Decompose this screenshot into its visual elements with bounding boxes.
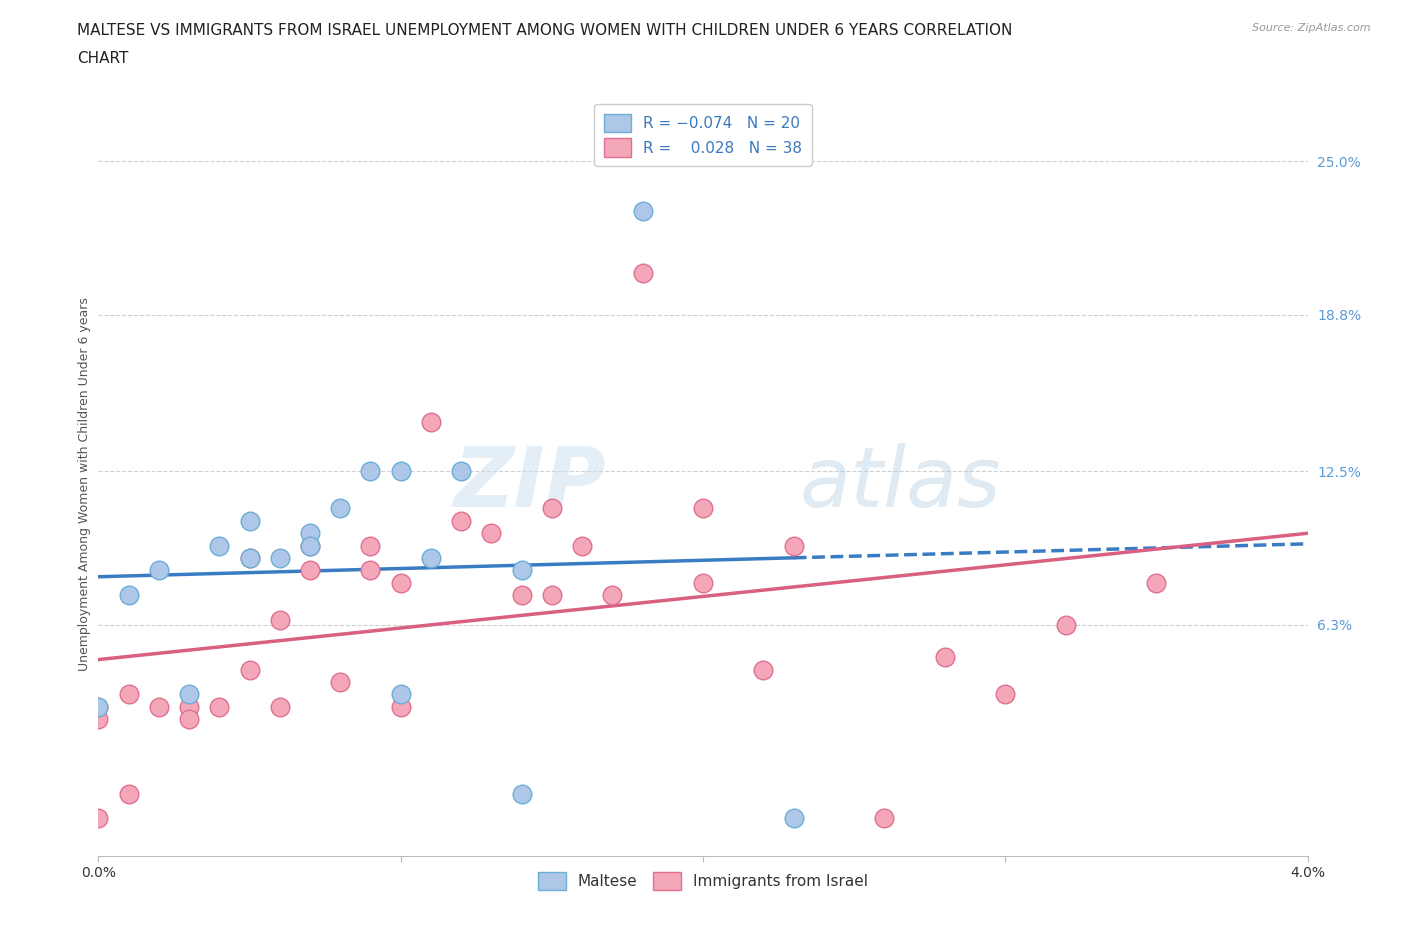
Point: [481, 525, 503, 540]
Point: [360, 538, 382, 553]
Point: [631, 265, 654, 280]
Point: [360, 563, 382, 578]
Point: [179, 687, 201, 702]
Point: [87, 699, 110, 714]
Point: [571, 538, 593, 553]
Point: [118, 588, 141, 603]
Point: [118, 786, 141, 801]
Point: [873, 811, 896, 826]
Text: atlas: atlas: [800, 443, 1001, 525]
Text: Source: ZipAtlas.com: Source: ZipAtlas.com: [1253, 23, 1371, 33]
Point: [389, 576, 412, 591]
Point: [239, 513, 262, 528]
Point: [148, 563, 170, 578]
Point: [239, 551, 262, 565]
Point: [239, 662, 262, 677]
Point: [269, 551, 291, 565]
Point: [752, 662, 775, 677]
Point: [329, 674, 352, 689]
Point: [602, 588, 624, 603]
Point: [540, 501, 562, 516]
Point: [510, 588, 533, 603]
Point: [631, 204, 654, 219]
Point: [360, 464, 382, 479]
Point: [269, 613, 291, 628]
Point: [692, 501, 714, 516]
Point: [1054, 618, 1077, 632]
Point: [208, 538, 231, 553]
Point: [118, 687, 141, 702]
Text: MALTESE VS IMMIGRANTS FROM ISRAEL UNEMPLOYMENT AMONG WOMEN WITH CHILDREN UNDER 6: MALTESE VS IMMIGRANTS FROM ISRAEL UNEMPL…: [77, 23, 1012, 38]
Point: [1146, 576, 1168, 591]
Point: [299, 538, 322, 553]
Point: [148, 699, 170, 714]
Point: [450, 464, 472, 479]
Point: [540, 588, 562, 603]
Point: [269, 699, 291, 714]
Point: [87, 699, 110, 714]
Point: [510, 786, 533, 801]
Point: [994, 687, 1017, 702]
Point: [934, 650, 956, 665]
Point: [782, 538, 804, 553]
Point: [87, 711, 110, 726]
Point: [87, 811, 110, 826]
Point: [782, 811, 804, 826]
Point: [239, 551, 262, 565]
Point: [329, 501, 352, 516]
Point: [389, 699, 412, 714]
Text: CHART: CHART: [77, 51, 129, 66]
Legend: Maltese, Immigrants from Israel: Maltese, Immigrants from Israel: [531, 866, 875, 897]
Point: [420, 414, 443, 429]
Point: [208, 699, 231, 714]
Point: [389, 687, 412, 702]
Point: [510, 563, 533, 578]
Text: ZIP: ZIP: [454, 443, 606, 525]
Point: [450, 513, 472, 528]
Point: [299, 563, 322, 578]
Point: [179, 699, 201, 714]
Point: [299, 538, 322, 553]
Y-axis label: Unemployment Among Women with Children Under 6 years: Unemployment Among Women with Children U…: [79, 297, 91, 671]
Point: [389, 464, 412, 479]
Point: [299, 525, 322, 540]
Point: [179, 711, 201, 726]
Point: [420, 551, 443, 565]
Point: [692, 576, 714, 591]
